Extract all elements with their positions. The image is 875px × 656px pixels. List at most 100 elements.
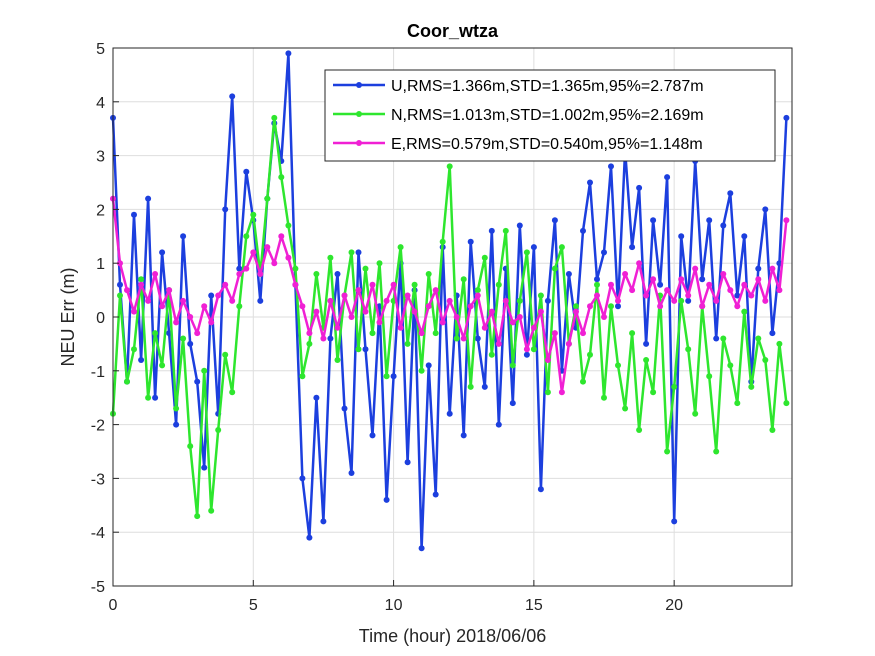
data-point [355, 287, 362, 294]
data-point [117, 292, 123, 299]
data-point [138, 357, 145, 363]
data-point [530, 244, 537, 251]
y-axis-label: NEU Err (m) [58, 268, 78, 367]
data-point [474, 335, 481, 342]
data-point [425, 271, 432, 277]
data-point [243, 168, 250, 175]
data-point [748, 383, 755, 390]
data-point [243, 233, 250, 240]
data-point [636, 260, 643, 267]
data-point [404, 340, 411, 347]
y-tick-label: 5 [96, 41, 105, 58]
data-point [411, 308, 418, 315]
data-point [446, 297, 453, 304]
data-point [488, 227, 495, 234]
data-point [432, 330, 439, 337]
data-point [580, 378, 586, 385]
data-point [551, 217, 558, 224]
y-tick-label: -4 [91, 525, 105, 542]
data-point [327, 254, 334, 261]
data-point [762, 357, 769, 363]
data-point [215, 427, 222, 433]
data-point [285, 50, 292, 57]
data-point [138, 281, 145, 288]
data-point [622, 271, 629, 277]
data-point [685, 297, 692, 304]
data-point [222, 351, 229, 358]
legend-entry-label: N,RMS=1.013m,STD=1.002m,95%=2.169m [391, 107, 704, 124]
series-layer [110, 50, 790, 552]
data-point [236, 265, 243, 272]
data-point [173, 319, 180, 326]
data-point [629, 287, 636, 294]
data-point [706, 217, 713, 224]
data-point [299, 475, 306, 482]
data-point [643, 340, 650, 347]
data-point [159, 249, 166, 256]
data-point [720, 271, 727, 277]
data-point [292, 265, 299, 272]
y-tick-label: -2 [91, 418, 105, 435]
data-point [692, 410, 699, 417]
data-point [348, 249, 355, 256]
data-point [187, 314, 194, 320]
data-point [159, 362, 166, 369]
data-point [285, 254, 292, 261]
data-point [776, 340, 783, 347]
data-point [544, 389, 551, 396]
data-point [467, 238, 474, 245]
x-tick-label: 20 [665, 597, 683, 614]
data-point [229, 389, 236, 396]
data-point [348, 470, 355, 476]
data-point [565, 340, 572, 347]
data-point [608, 163, 614, 170]
data-point [131, 308, 137, 315]
data-point [306, 330, 313, 337]
data-point [713, 297, 720, 304]
legend-swatch-marker [356, 140, 362, 146]
data-point [208, 292, 215, 299]
data-point [699, 276, 706, 283]
data-point [601, 249, 607, 256]
data-point [376, 319, 383, 326]
data-point [615, 362, 621, 369]
data-point [145, 394, 152, 401]
y-tick-label: -3 [91, 471, 105, 488]
data-point [390, 281, 397, 288]
data-point [243, 265, 250, 272]
legend-entry-label: E,RMS=0.579m,STD=0.540m,95%=1.148m [391, 136, 703, 153]
data-point [558, 244, 565, 251]
data-point [544, 357, 551, 363]
data-point [488, 308, 495, 315]
data-point [629, 244, 636, 251]
data-point [180, 233, 187, 240]
data-point [551, 330, 558, 337]
data-point [264, 244, 271, 251]
data-point [516, 314, 523, 320]
data-point [411, 281, 418, 288]
data-point [383, 373, 390, 380]
data-point [573, 303, 579, 310]
data-point [117, 260, 123, 267]
data-point [748, 292, 755, 299]
data-point [783, 217, 790, 224]
data-point [159, 303, 166, 310]
data-point [755, 276, 762, 283]
data-point [439, 319, 446, 326]
data-point [734, 400, 741, 407]
data-point [657, 281, 664, 288]
data-point [194, 513, 201, 520]
data-point [229, 93, 236, 100]
data-point [306, 340, 313, 347]
data-point [685, 346, 692, 353]
data-point [453, 314, 460, 320]
data-point [671, 383, 678, 390]
data-point [327, 297, 334, 304]
data-point [769, 427, 776, 433]
data-point [145, 195, 152, 202]
data-point [432, 491, 439, 498]
chart-title: Coor_wtza [407, 21, 499, 41]
data-point [629, 330, 636, 337]
data-point [488, 351, 495, 358]
